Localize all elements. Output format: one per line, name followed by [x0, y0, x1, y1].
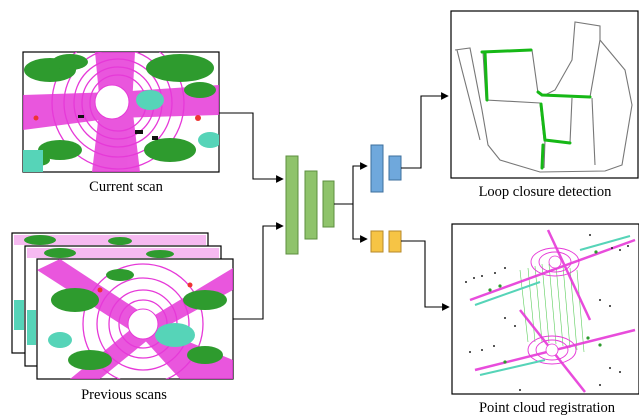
encoder-layer-3 [322, 180, 335, 228]
loop-closure-output: Loop closure detection [450, 10, 639, 200]
encoder-layer-2 [304, 170, 318, 240]
arrow-to-registration [401, 240, 450, 311]
arrow-to-loop-closure [401, 92, 449, 169]
previous-scans-label: Previous scans [81, 387, 167, 403]
current-scan: Current scan [22, 51, 220, 195]
registration-label: Point cloud registration [479, 400, 616, 415]
registration-output: Point cloud registration [451, 223, 639, 415]
registration-head [370, 230, 402, 253]
previous-scans: Previous scans [11, 232, 234, 403]
arrow-current-to-encoder [219, 112, 284, 183]
loop-closure-head [370, 144, 402, 193]
loop-closure-label: Loop closure detection [479, 184, 613, 200]
arrow-previous-to-encoder [233, 222, 284, 320]
branch-arrows [334, 162, 368, 243]
output-arrows [401, 92, 450, 311]
encoder-layer-1 [285, 155, 299, 255]
input-arrows [219, 112, 284, 320]
shared-encoder [285, 155, 335, 255]
current-scan-label: Current scan [89, 179, 163, 195]
previous-scan-front [36, 258, 234, 380]
